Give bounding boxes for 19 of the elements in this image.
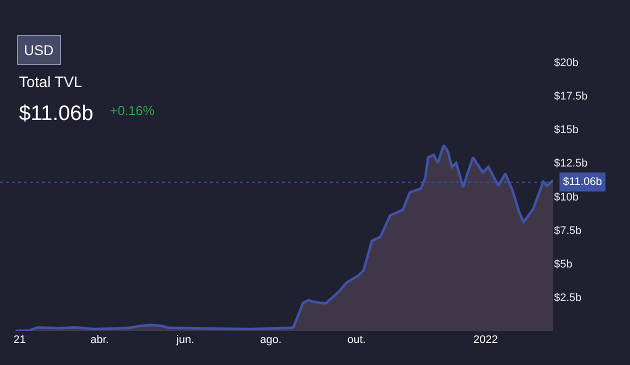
y-tick-label: $5b xyxy=(554,258,572,271)
y-tick-label: $2.5b xyxy=(554,292,582,304)
x-tick-label: ago. xyxy=(260,334,282,346)
x-tick-label: 2022 xyxy=(473,334,498,346)
y-tick-label: $15b xyxy=(554,124,578,136)
text: $11.06b xyxy=(19,102,94,125)
x-tick-label: jun. xyxy=(175,334,194,346)
annotation: +0.16% xyxy=(110,103,155,118)
y-tick-label: $7.5b xyxy=(554,224,582,237)
x-tick-label: abr. xyxy=(90,334,109,346)
y-tick-label: $20b xyxy=(554,56,578,69)
text: USD xyxy=(24,42,54,58)
x-tick-label: out. xyxy=(347,334,366,346)
ref-line-label: $11.06b xyxy=(563,176,602,188)
y-tick-label: $12.5b xyxy=(554,158,588,170)
y-tick-label: $17.5b xyxy=(554,90,588,102)
text: Total TVL xyxy=(19,74,82,91)
y-tick-label: $10b xyxy=(554,191,578,204)
x-tick-label: 21 xyxy=(14,334,26,346)
